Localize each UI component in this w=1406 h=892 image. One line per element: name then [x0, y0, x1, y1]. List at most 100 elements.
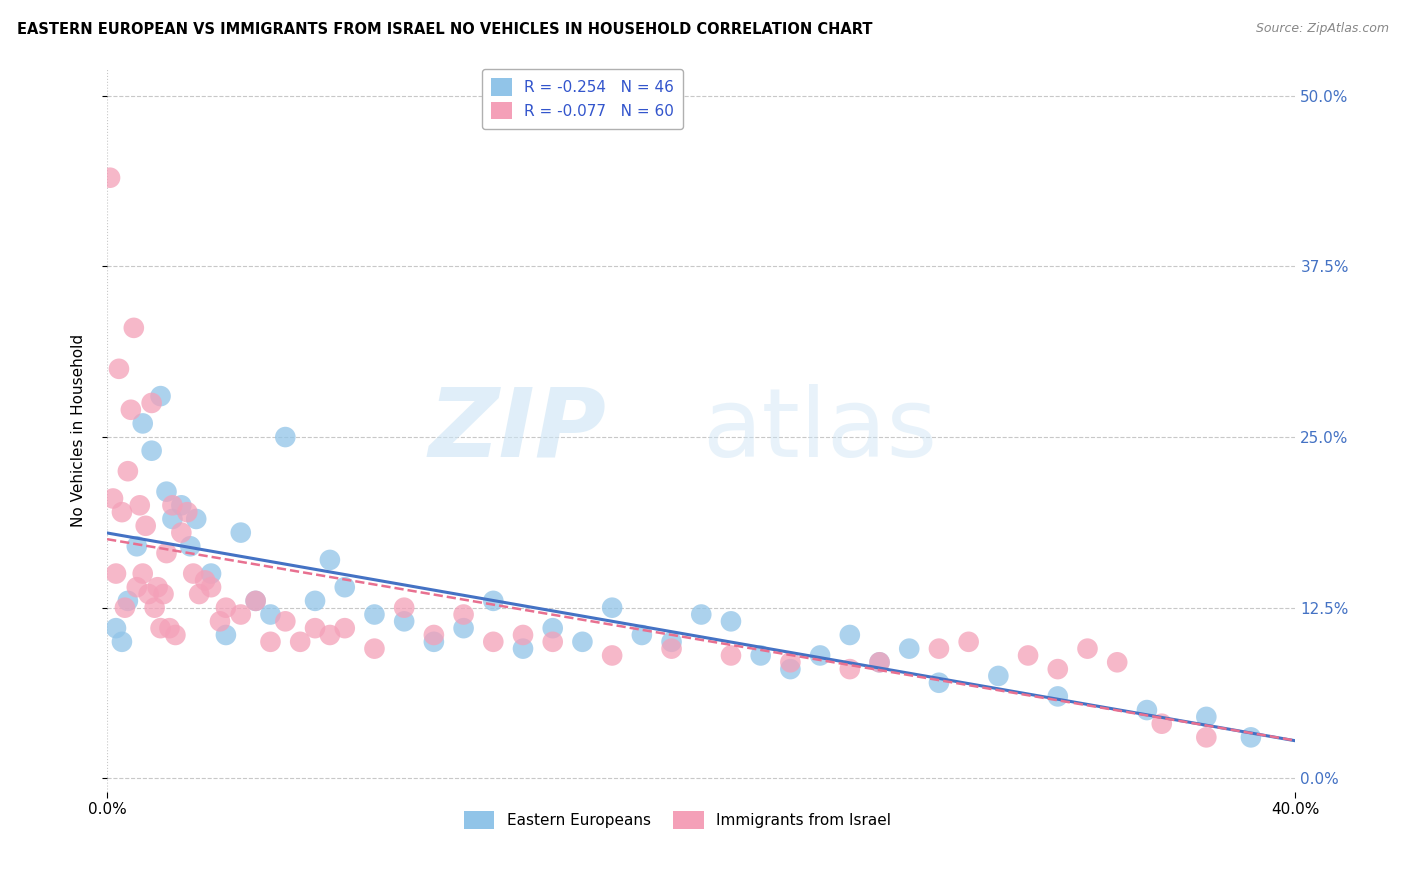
Point	[208, 615, 231, 629]
Point	[512, 628, 534, 642]
Point	[957, 635, 980, 649]
Point	[120, 402, 142, 417]
Point	[194, 574, 217, 588]
Point	[170, 525, 193, 540]
Point	[215, 628, 238, 642]
Point	[392, 615, 415, 629]
Point	[229, 607, 252, 622]
Point	[600, 648, 623, 663]
Point	[541, 621, 564, 635]
Point	[453, 607, 475, 622]
Point	[125, 539, 148, 553]
Point	[928, 641, 950, 656]
Point	[138, 587, 160, 601]
Point	[1046, 690, 1069, 704]
Point	[104, 621, 127, 635]
Point	[571, 635, 593, 649]
Point	[117, 464, 139, 478]
Point	[779, 662, 801, 676]
Point	[482, 594, 505, 608]
Text: atlas: atlas	[703, 384, 938, 476]
Point	[141, 443, 163, 458]
Point	[304, 594, 326, 608]
Point	[1150, 716, 1173, 731]
Point	[898, 641, 921, 656]
Point	[179, 539, 201, 553]
Point	[453, 621, 475, 635]
Point	[186, 512, 208, 526]
Point	[143, 600, 166, 615]
Point	[155, 484, 177, 499]
Point	[111, 635, 134, 649]
Point	[779, 655, 801, 669]
Point	[181, 566, 204, 581]
Point	[838, 662, 860, 676]
Point	[1017, 648, 1039, 663]
Text: ZIP: ZIP	[429, 384, 606, 476]
Point	[1240, 731, 1263, 745]
Point	[117, 594, 139, 608]
Point	[333, 580, 356, 594]
Point	[600, 600, 623, 615]
Point	[146, 580, 169, 594]
Point	[170, 498, 193, 512]
Point	[135, 518, 157, 533]
Point	[720, 648, 742, 663]
Point	[101, 491, 124, 506]
Legend: Eastern Europeans, Immigrants from Israel: Eastern Europeans, Immigrants from Israe…	[457, 805, 897, 835]
Point	[159, 621, 181, 635]
Point	[229, 525, 252, 540]
Point	[152, 587, 174, 601]
Point	[259, 607, 281, 622]
Point	[149, 621, 172, 635]
Point	[1107, 655, 1129, 669]
Point	[141, 396, 163, 410]
Point	[482, 635, 505, 649]
Point	[363, 641, 385, 656]
Text: EASTERN EUROPEAN VS IMMIGRANTS FROM ISRAEL NO VEHICLES IN HOUSEHOLD CORRELATION : EASTERN EUROPEAN VS IMMIGRANTS FROM ISRA…	[17, 22, 872, 37]
Point	[690, 607, 713, 622]
Point	[1076, 641, 1098, 656]
Point	[188, 587, 211, 601]
Point	[541, 635, 564, 649]
Point	[274, 615, 297, 629]
Point	[98, 170, 121, 185]
Point	[1046, 662, 1069, 676]
Point	[838, 628, 860, 642]
Point	[215, 600, 238, 615]
Point	[1136, 703, 1159, 717]
Point	[304, 621, 326, 635]
Point	[245, 594, 267, 608]
Point	[162, 498, 184, 512]
Point	[392, 600, 415, 615]
Point	[661, 641, 683, 656]
Point	[928, 675, 950, 690]
Point	[631, 628, 654, 642]
Point	[808, 648, 831, 663]
Point	[176, 505, 198, 519]
Point	[319, 553, 342, 567]
Point	[122, 321, 145, 335]
Point	[720, 615, 742, 629]
Point	[200, 566, 222, 581]
Point	[423, 635, 446, 649]
Point	[290, 635, 312, 649]
Point	[1195, 710, 1218, 724]
Point	[149, 389, 172, 403]
Point	[987, 669, 1010, 683]
Point	[132, 566, 155, 581]
Point	[132, 417, 155, 431]
Point	[245, 594, 267, 608]
Point	[165, 628, 187, 642]
Point	[274, 430, 297, 444]
Text: Source: ZipAtlas.com: Source: ZipAtlas.com	[1256, 22, 1389, 36]
Point	[749, 648, 772, 663]
Point	[200, 580, 222, 594]
Point	[259, 635, 281, 649]
Point	[125, 580, 148, 594]
Point	[155, 546, 177, 560]
Point	[363, 607, 385, 622]
Y-axis label: No Vehicles in Household: No Vehicles in Household	[72, 334, 86, 527]
Point	[108, 361, 131, 376]
Point	[333, 621, 356, 635]
